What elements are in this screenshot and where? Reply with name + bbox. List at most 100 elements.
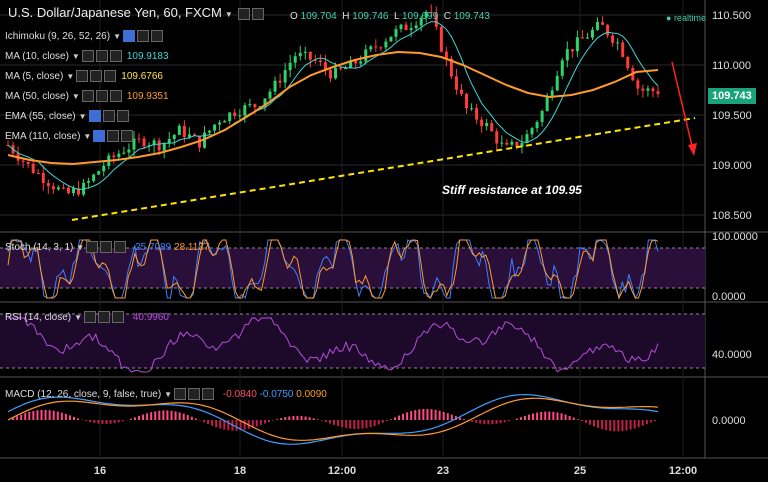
macd-histogram-bar	[341, 420, 344, 428]
candle-body	[515, 141, 519, 147]
candle-body	[72, 188, 76, 194]
macd-histogram-bar	[268, 420, 270, 423]
macd-histogram-bar	[36, 410, 39, 420]
macd-histogram-bar	[653, 420, 656, 421]
candle-body	[651, 88, 655, 92]
macd-histogram-bar	[454, 416, 457, 420]
indicator-3[interactable]: MA (50, close) ▼ 109.9351	[5, 90, 169, 103]
macd-histogram-bar	[109, 420, 112, 424]
candle-body	[475, 108, 479, 120]
macd-histogram-bar	[564, 414, 567, 420]
ma50-line	[7, 50, 659, 166]
arrow-line	[671, 61, 694, 151]
candle-body	[575, 37, 579, 52]
candle-body	[303, 51, 307, 53]
candle-body	[127, 149, 131, 153]
macd-histogram-bar	[519, 417, 522, 420]
macd-histogram-bar	[20, 414, 23, 420]
macd-histogram-bar	[385, 420, 388, 422]
candle-body	[97, 171, 101, 175]
macd-histogram-bar	[418, 409, 421, 420]
candle-body	[208, 130, 212, 133]
candle-body	[298, 52, 302, 57]
macd-histogram-bar	[605, 420, 608, 431]
macd-histogram-bar	[446, 413, 449, 420]
macd-histogram-bar	[117, 420, 120, 423]
candle-body	[288, 62, 292, 71]
macd-histogram-bar	[613, 420, 616, 432]
candle-body	[182, 125, 186, 138]
settings-button[interactable]	[238, 7, 251, 20]
candle-body	[56, 187, 60, 190]
macd-histogram-bar	[150, 412, 153, 420]
macd-histogram-bar	[146, 413, 149, 420]
macd-histogram-bar	[556, 412, 559, 420]
macd-histogram-bar	[235, 420, 238, 431]
stoch-label: Stoch (14, 3, 1) ▼ 25.7089 28.1137	[5, 241, 210, 254]
macd-histogram-bar	[406, 412, 409, 420]
gear-icon[interactable]	[252, 7, 265, 20]
candle-body	[550, 90, 554, 97]
macd-histogram-bar	[121, 420, 124, 422]
candle-body	[344, 68, 348, 70]
stoch-tick-label: 0.0000	[712, 291, 746, 303]
macd-histogram-bar	[528, 414, 530, 420]
candle-body	[258, 106, 262, 108]
macd-histogram-bar	[633, 420, 636, 429]
macd-histogram-bar	[259, 420, 262, 426]
indicator-4[interactable]: EMA (55, close) ▼	[5, 110, 129, 124]
candle-body	[490, 123, 494, 132]
macd-histogram-bar	[215, 420, 218, 428]
macd-histogram-bar	[324, 420, 327, 423]
candle-body	[444, 51, 448, 59]
rsi-tick-label: 40.0000	[712, 349, 752, 361]
candle-body	[318, 60, 322, 63]
y-tick-label: 109.000	[712, 160, 752, 172]
macd-histogram-bar	[101, 420, 104, 424]
x-tick-label: 12:00	[328, 465, 356, 477]
candle-body	[293, 56, 297, 63]
candle-body	[384, 41, 388, 48]
indicator-2[interactable]: MA (5, close) ▼ 109.6766	[5, 70, 163, 83]
macd-histogram-bar	[617, 420, 620, 432]
rsi-label: RSI (14, close) ▼ 40.9960	[5, 311, 169, 324]
candle-body	[46, 183, 50, 187]
macd-histogram-bar	[430, 409, 433, 420]
candle-body	[429, 11, 433, 14]
indicator-1[interactable]: MA (10, close) ▼ 109.9183	[5, 50, 169, 63]
candle-body	[611, 35, 615, 43]
macd-histogram-bar	[85, 420, 88, 422]
candle-body	[172, 134, 176, 140]
indicator-5[interactable]: EMA (110, close) ▼	[5, 130, 134, 144]
macd-histogram-bar	[345, 420, 348, 429]
annotation-text: Stiff resistance at 109.95	[442, 183, 582, 197]
open-value: 109.704	[300, 11, 337, 22]
macd-histogram-bar	[263, 420, 266, 424]
candle-body	[278, 80, 282, 83]
macd-histogram-bar	[211, 420, 214, 426]
candle-body	[560, 60, 564, 76]
candle-body	[459, 89, 463, 94]
last-price-tag: 109.743	[708, 88, 756, 104]
macd-histogram-bar	[308, 417, 311, 420]
macd-histogram-bar	[170, 410, 173, 420]
candle-body	[328, 69, 332, 79]
y-tick-label: 109.500	[712, 110, 752, 122]
macd-histogram-bar	[337, 420, 340, 427]
macd-histogram-bar	[426, 408, 429, 420]
macd-histogram-bar	[56, 411, 59, 420]
chevron-down-icon[interactable]: ▼	[224, 10, 233, 19]
candle-body	[495, 131, 499, 144]
trendline	[71, 117, 696, 221]
candle-body	[580, 37, 584, 39]
candle-body	[323, 62, 327, 70]
macd-histogram-bar	[597, 420, 600, 428]
indicator-0[interactable]: Ichimoku (9, 26, 52, 26) ▼	[5, 30, 163, 44]
macd-histogram-bar	[28, 411, 31, 420]
macd-histogram-bar	[479, 420, 482, 424]
macd-histogram-bar	[44, 409, 47, 420]
macd-histogram-bar	[113, 420, 116, 424]
macd-tick-label: 0.0000	[712, 415, 746, 427]
macd-histogram-bar	[601, 420, 604, 430]
